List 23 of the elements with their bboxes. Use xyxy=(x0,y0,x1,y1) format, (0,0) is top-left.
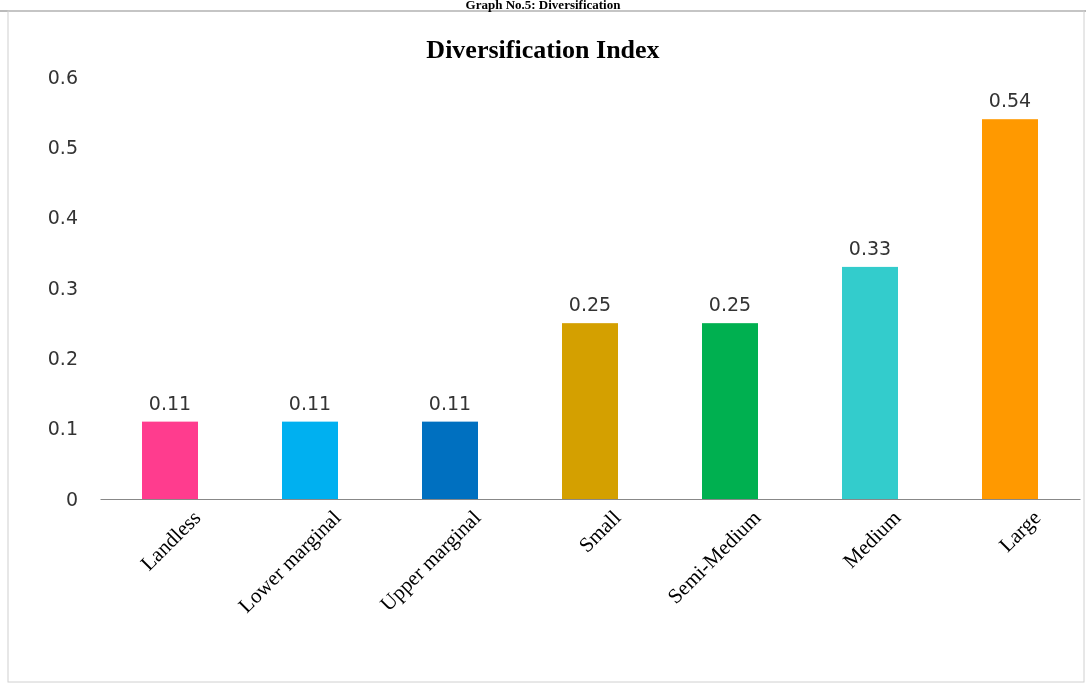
bar xyxy=(982,119,1038,499)
y-tick-label: 0.6 xyxy=(47,65,78,88)
data-label: 0.25 xyxy=(708,293,752,316)
text: Graph No.5: Diversification xyxy=(465,0,622,12)
data-label: 0.11 xyxy=(288,391,332,414)
data-label: 0.54 xyxy=(988,89,1032,112)
chart-title: Diversification Index xyxy=(426,35,660,64)
bar xyxy=(142,421,198,499)
bar xyxy=(842,266,898,499)
bar xyxy=(562,323,618,499)
y-tick-label: 0.1 xyxy=(47,417,78,440)
y-tick-label: 0.4 xyxy=(47,206,78,229)
y-tick-label: 0.2 xyxy=(47,346,78,369)
bar xyxy=(282,421,338,499)
data-label: 0.11 xyxy=(148,391,192,414)
data-label: 0.33 xyxy=(848,236,892,259)
bar xyxy=(702,323,758,499)
y-tick-label: 0 xyxy=(65,487,78,510)
bar xyxy=(422,421,478,499)
y-tick-label: 0.5 xyxy=(47,135,78,158)
data-label: 0.11 xyxy=(428,391,472,414)
data-label: 0.25 xyxy=(568,293,612,316)
y-tick-label: 0.3 xyxy=(47,276,78,299)
